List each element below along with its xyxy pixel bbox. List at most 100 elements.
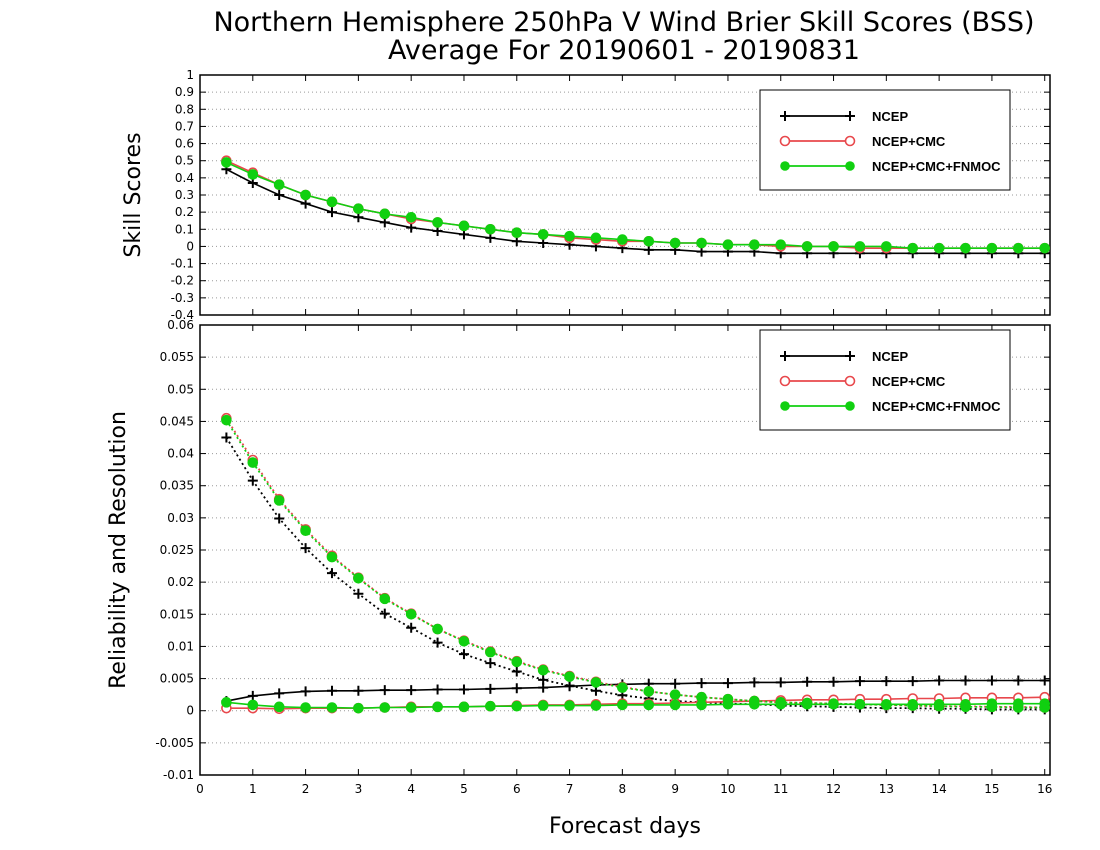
data-point-ncep-cmc-fnmoc [353, 702, 364, 714]
data-point-ncep-cmc-fnmoc [643, 686, 655, 697]
x-tick-label: 11 [773, 782, 788, 796]
data-point-ncep-cmc-fnmoc [960, 701, 971, 713]
data-point-ncep [326, 568, 337, 579]
data-point-ncep [986, 675, 997, 686]
data-point-ncep-cmc-fnmoc [405, 608, 417, 620]
data-point-ncep-cmc-fnmoc [405, 211, 417, 223]
data-point-ncep [485, 658, 496, 669]
legend-marker-ncep [780, 351, 790, 361]
x-tick-label: 0 [196, 782, 204, 796]
legend-marker-ncep-cmc [779, 135, 791, 147]
data-point-ncep [722, 678, 733, 689]
data-point-ncep-cmc-fnmoc [617, 699, 628, 711]
y-tick-label: 0.005 [160, 672, 194, 686]
data-point-ncep [511, 666, 522, 677]
legend-marker-ncep-cmc [779, 375, 791, 387]
data-point-ncep [326, 207, 337, 218]
y-tick-label: 0.02 [167, 575, 194, 589]
data-point-ncep-cmc-fnmoc [300, 702, 311, 713]
data-point-ncep-cmc-fnmoc [221, 697, 232, 708]
y-tick-label: -0.01 [163, 768, 194, 782]
data-point-ncep [326, 685, 337, 696]
data-point-ncep-cmc-fnmoc [564, 700, 575, 711]
data-point-ncep-cmc-fnmoc [326, 702, 338, 713]
legend-box [759, 89, 1011, 191]
chart-title-line2: Average For 20190601 - 20190831 [388, 35, 860, 66]
data-point-ncep-cmc-fnmoc [643, 699, 655, 711]
legend-marker-ncep [780, 111, 790, 121]
data-point-ncep-cmc-fnmoc [353, 203, 364, 215]
legend-box [759, 329, 1011, 431]
data-point-ncep [881, 676, 892, 687]
data-point-ncep-cmc-fnmoc [537, 229, 549, 240]
y-tick-label: 1 [186, 68, 194, 82]
data-point-ncep [379, 608, 390, 619]
x-tick-label: 3 [355, 782, 363, 796]
data-point-ncep [907, 676, 918, 687]
data-point-ncep-cmc-fnmoc [696, 691, 707, 703]
x-tick-label: 16 [1037, 782, 1052, 796]
x-axis-label: Forecast days [549, 814, 701, 839]
data-point-ncep-cmc-fnmoc [828, 241, 839, 252]
data-point-ncep [485, 683, 496, 694]
y-tick-label: -0.005 [155, 736, 194, 750]
data-point-ncep [221, 432, 232, 443]
data-point-ncep-cmc-fnmoc [326, 551, 338, 563]
data-point-ncep-cmc-fnmoc [353, 572, 364, 584]
data-point-ncep-cmc-fnmoc [247, 169, 259, 180]
data-point-ncep [379, 685, 390, 696]
data-point-ncep-cmc-fnmoc [775, 697, 787, 708]
data-point-ncep [1013, 675, 1024, 686]
data-point-ncep-cmc-fnmoc [485, 700, 496, 712]
data-point-ncep [538, 674, 549, 685]
data-point-ncep-cmc-fnmoc [300, 525, 311, 537]
data-point-ncep [406, 622, 417, 633]
data-point-ncep-cmc-fnmoc [326, 196, 338, 208]
data-point-ncep-cmc-fnmoc [801, 241, 813, 252]
y-tick-label: 0.05 [167, 382, 194, 396]
y-tick-label: 0.3 [175, 188, 194, 202]
x-tick-label: 12 [826, 782, 841, 796]
y-tick-label: 0.9 [175, 85, 194, 99]
data-point-ncep-cmc-fnmoc [881, 699, 892, 711]
data-point-ncep-cmc-fnmoc [300, 189, 311, 201]
data-point-ncep-cmc-fnmoc [617, 682, 628, 693]
y-tick-label: 0.7 [175, 119, 194, 133]
data-point-ncep [432, 684, 443, 695]
x-tick-label: 5 [460, 782, 468, 796]
y-tick-label: 0.035 [160, 479, 194, 493]
y-tick-label: 0.055 [160, 350, 194, 364]
y-tick-label: 0.5 [175, 154, 194, 168]
data-point-ncep-cmc-fnmoc [907, 700, 919, 711]
y-tick-label: 0.4 [175, 171, 194, 185]
y-tick-label: 0.04 [167, 447, 194, 461]
data-point-ncep [300, 543, 311, 554]
data-point-ncep-cmc-fnmoc [669, 689, 681, 700]
data-point-ncep-cmc-fnmoc [881, 241, 892, 252]
legend-marker-ncep-cmc [844, 135, 856, 147]
data-point-ncep [511, 683, 522, 694]
plot-frame [199, 74, 1051, 316]
data-point-ncep [934, 675, 945, 686]
x-tick-label: 6 [513, 782, 521, 796]
data-point-ncep-cmc-fnmoc [405, 702, 417, 713]
data-point-ncep [353, 685, 364, 696]
y-tick-label: 0.2 [175, 205, 194, 219]
data-point-ncep-cmc-fnmoc [617, 234, 628, 245]
data-point-ncep-cmc-fnmoc [537, 700, 549, 711]
legend-marker-ncep-cmc [844, 375, 856, 387]
y-tick-label: 0.6 [175, 137, 194, 151]
x-tick-label: 9 [671, 782, 679, 796]
data-point-ncep-cmc-fnmoc [511, 227, 523, 239]
data-point-ncep [854, 676, 865, 687]
data-point-ncep-cmc-fnmoc [247, 699, 259, 711]
data-point-ncep-cmc-fnmoc [749, 695, 760, 707]
data-point-ncep-cmc-fnmoc [273, 179, 285, 191]
data-point-ncep-cmc-fnmoc [485, 646, 496, 658]
data-point-ncep [564, 680, 575, 691]
y-axis-label: Skill Scores [121, 132, 146, 257]
legend-marker-ncep-cmc-fnmoc [780, 401, 790, 411]
series-line-ncep-dotted [225, 437, 1045, 711]
y-tick-label: 0.01 [167, 639, 194, 653]
